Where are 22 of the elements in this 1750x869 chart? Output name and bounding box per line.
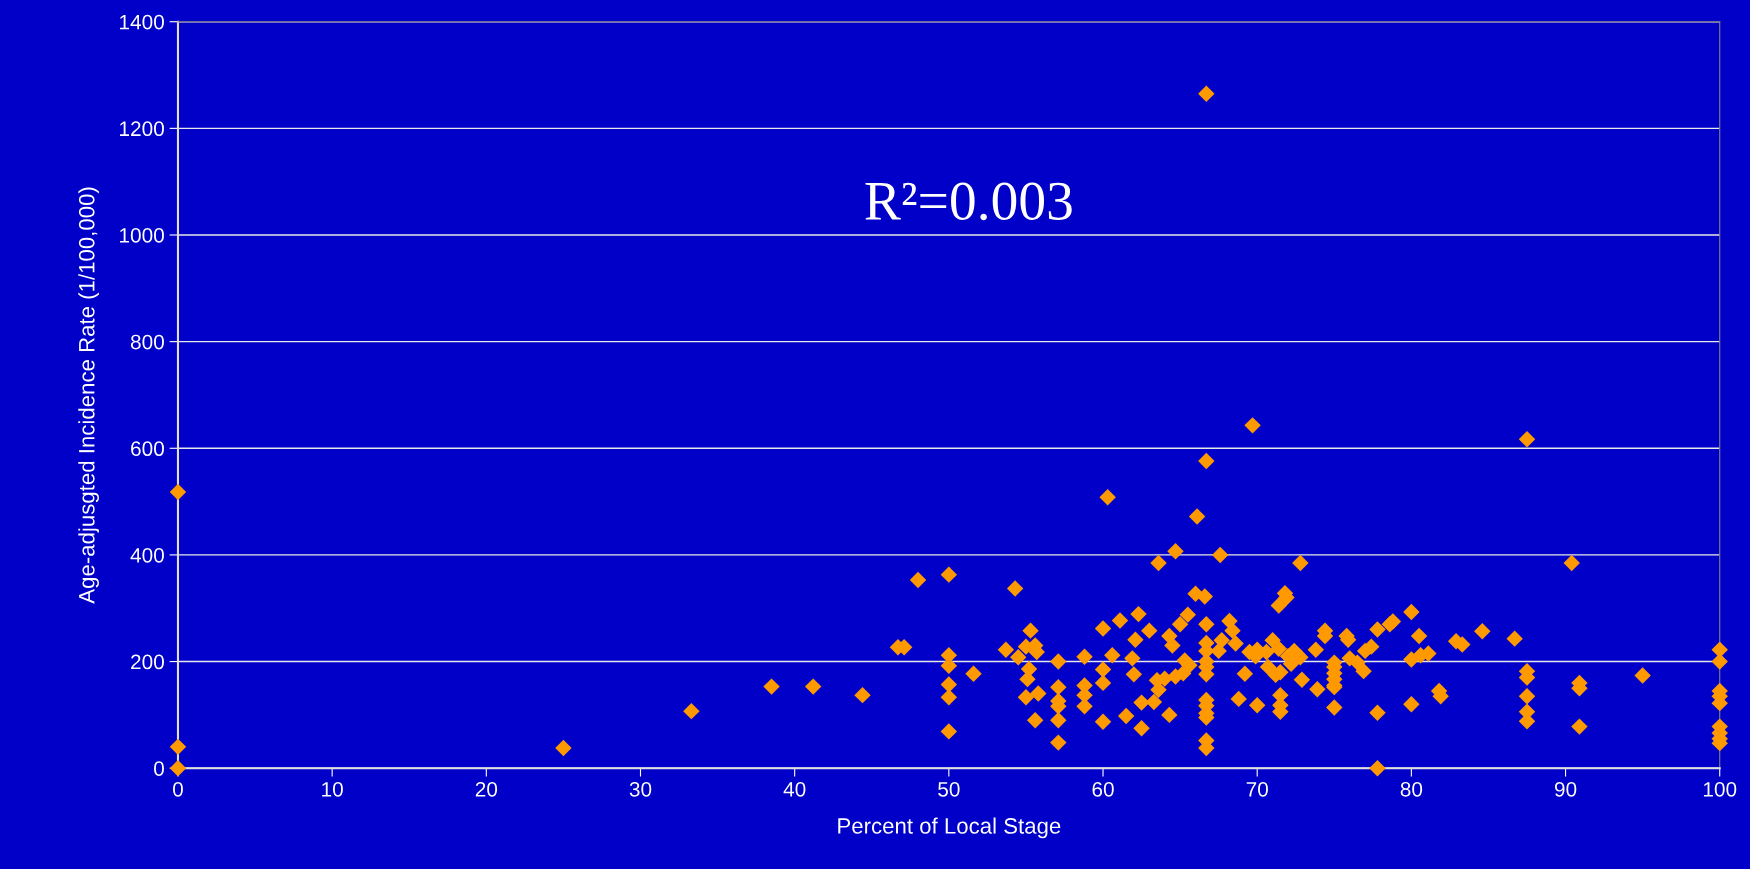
x-axis-title: Percent of Local Stage xyxy=(838,817,1061,839)
x-tick-label: 60 xyxy=(1092,781,1114,797)
x-tick-label: 100 xyxy=(1703,781,1737,797)
y-tick-label: 1000 xyxy=(120,228,164,243)
x-tick-label: 80 xyxy=(1400,781,1423,797)
x-tick-label: 50 xyxy=(938,781,960,797)
y-tick-label: 1200 xyxy=(120,121,164,137)
x-tick-label: 0 xyxy=(173,781,183,797)
annotation: R²=0.003 xyxy=(865,182,1072,221)
y-tick-label: 400 xyxy=(130,547,164,563)
x-tick-label: 40 xyxy=(783,781,806,797)
x-tick-label: 20 xyxy=(475,781,498,797)
y-tick-label: 800 xyxy=(130,334,164,350)
y-tick-label: 0 xyxy=(154,761,164,776)
x-tick-label: 70 xyxy=(1246,781,1268,797)
y-tick-label: 200 xyxy=(131,654,164,670)
y-tick-label: 600 xyxy=(131,441,164,457)
x-tick-label: 30 xyxy=(629,781,652,797)
x-tick-label: 90 xyxy=(1554,781,1577,797)
y-tick-label: 1400 xyxy=(120,14,164,30)
y-axis-title: Age-adjusgted Incidence Rate (1/100,000) xyxy=(78,187,99,604)
x-tick-label: 10 xyxy=(322,781,343,797)
